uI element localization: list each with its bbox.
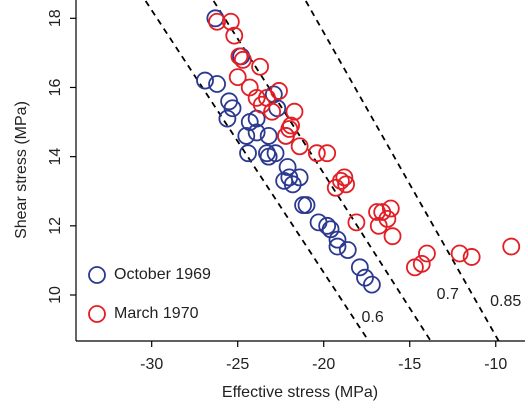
data-point <box>268 99 287 118</box>
y-tick-label: 16 <box>47 78 64 96</box>
legend-marker <box>88 266 106 284</box>
data-point <box>208 75 226 93</box>
data-point <box>251 57 269 76</box>
data-point <box>283 175 302 194</box>
data-point <box>294 196 312 214</box>
friction-line <box>144 0 370 342</box>
data-point <box>225 26 244 45</box>
data-point <box>259 126 278 145</box>
x-axis-title: Effective stress (MPa) <box>222 384 378 401</box>
data-point <box>228 68 247 86</box>
data-point <box>418 244 436 263</box>
data-point <box>318 216 337 235</box>
data-point <box>362 275 381 294</box>
data-point <box>332 171 350 190</box>
x-tick-label: -20 <box>312 356 335 373</box>
data-point <box>239 144 257 163</box>
data-point <box>307 144 326 163</box>
data-point <box>290 168 309 187</box>
data-point <box>383 227 402 246</box>
y-tick-label: 12 <box>47 217 64 235</box>
data-point <box>462 248 481 266</box>
data-point <box>378 210 397 228</box>
data-point <box>208 12 226 31</box>
data-point <box>263 102 282 121</box>
data-point <box>318 144 337 163</box>
data-point <box>237 126 256 145</box>
y-tick-label: 14 <box>47 148 64 166</box>
data-point <box>278 158 297 176</box>
data-point <box>338 241 357 259</box>
data-point <box>290 137 309 156</box>
data-point <box>218 109 237 128</box>
x-tick-label: -15 <box>398 356 421 373</box>
data-point <box>347 213 366 232</box>
data-point <box>335 168 354 187</box>
data-point <box>381 199 400 218</box>
data-point <box>223 99 242 118</box>
data-point <box>502 237 521 256</box>
data-point <box>285 102 304 121</box>
data-point <box>450 244 469 263</box>
data-point <box>412 254 431 273</box>
data-point <box>270 82 288 100</box>
data-point <box>247 123 266 142</box>
data-point <box>196 71 214 90</box>
y-tick-label: 18 <box>47 9 64 27</box>
data-point <box>276 126 295 145</box>
data-point <box>337 175 355 194</box>
friction-label: 0.7 <box>437 286 459 303</box>
legend-marker <box>88 305 106 323</box>
friction-label: 0.85 <box>490 293 521 310</box>
legend-label: March 1970 <box>114 305 199 322</box>
x-tick-label: -25 <box>226 356 249 373</box>
data-point <box>350 258 369 277</box>
data-point <box>233 50 252 69</box>
friction-label: 0.6 <box>361 309 383 326</box>
y-axis-title: Shear stress (MPa) <box>13 101 30 239</box>
x-tick-label: -30 <box>140 356 163 373</box>
legend-label: October 1969 <box>114 266 211 283</box>
data-point <box>328 237 347 256</box>
x-tick-label: -10 <box>484 356 507 373</box>
data-point <box>356 268 374 287</box>
data-point <box>297 196 316 214</box>
data-point <box>221 12 240 31</box>
data-point <box>328 230 347 249</box>
y-tick-label: 10 <box>47 286 64 304</box>
data-point <box>259 147 278 166</box>
data-point <box>230 47 249 66</box>
